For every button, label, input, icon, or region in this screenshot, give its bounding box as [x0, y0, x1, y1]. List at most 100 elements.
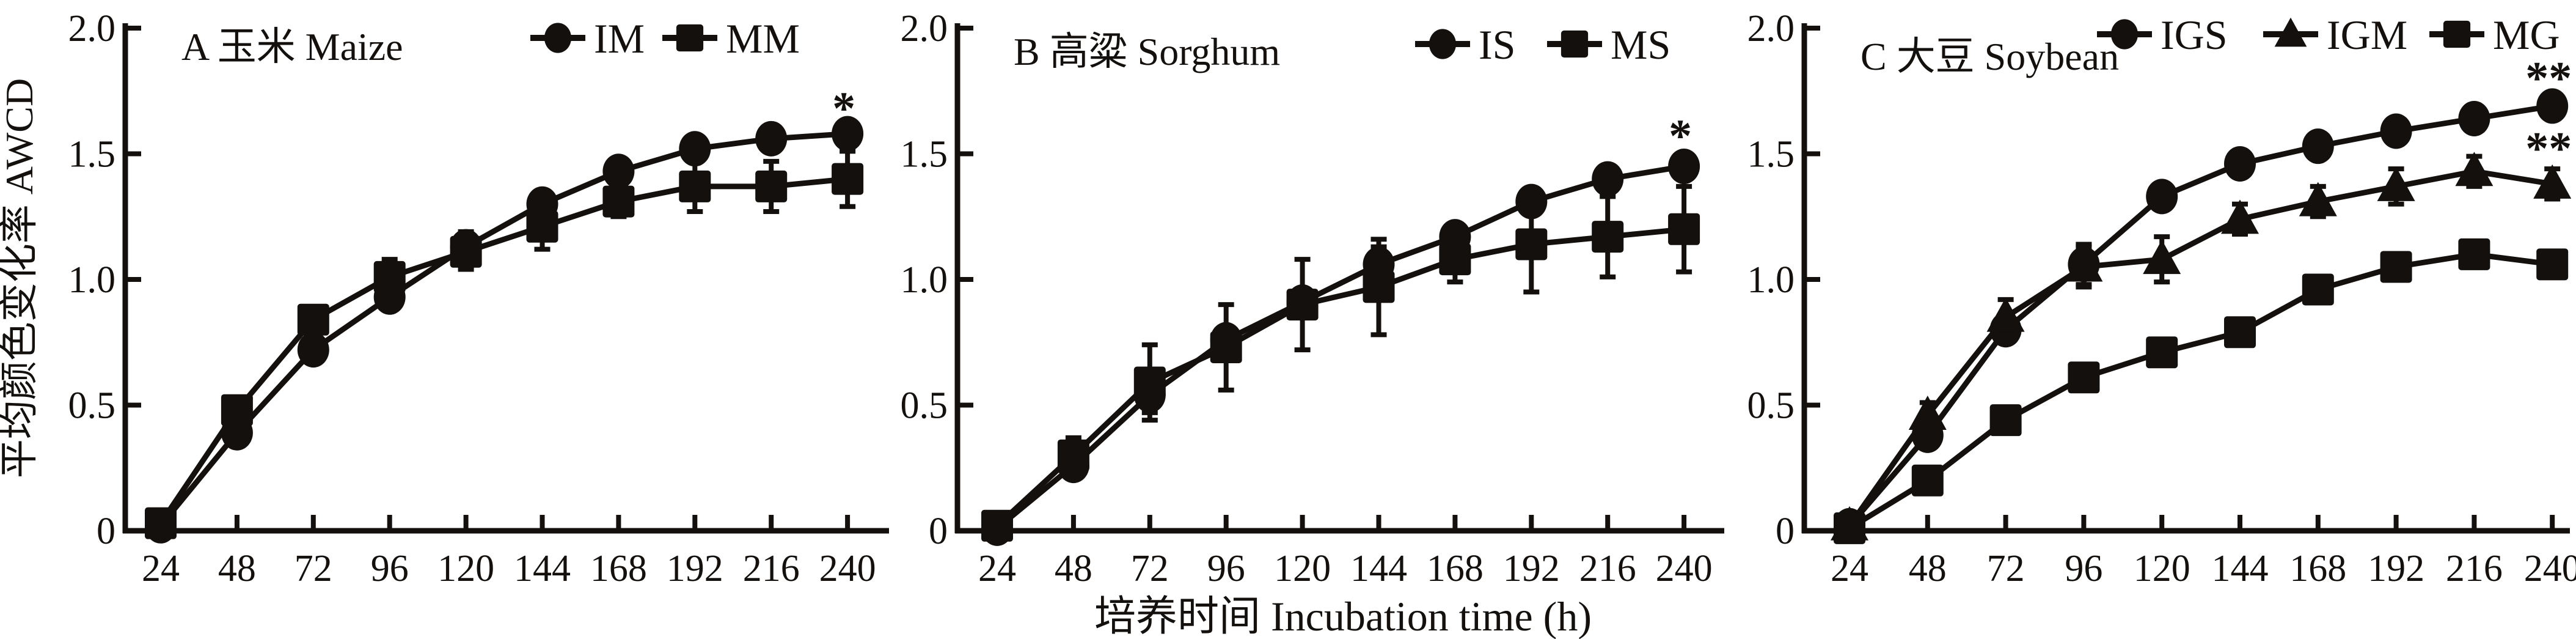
- series-MM-marker: [755, 170, 788, 202]
- x-tick-label: 192: [1503, 548, 1560, 589]
- panel-A: 0 0.5 1.0 1.5 2.0 24 48 72 96 120 144 168 192 216 240 A…: [68, 8, 889, 589]
- series-MG-marker: [2224, 316, 2256, 349]
- series-MS-marker: [1210, 331, 1242, 363]
- x-tick-label: 192: [667, 548, 723, 589]
- series-IS-marker: [1668, 149, 1700, 185]
- x-tick-label: 96: [1207, 548, 1245, 589]
- series-MM-marker: [679, 170, 711, 202]
- series-MG-marker: [1989, 404, 2022, 437]
- legend-label: IGM: [2327, 12, 2407, 58]
- x-tick-label: 120: [437, 548, 494, 589]
- panel-title: C 大豆 Soybean: [1861, 35, 2119, 78]
- legend: IGS IGM MG: [2097, 12, 2560, 58]
- series-MG-marker: [1834, 512, 1865, 544]
- series-IGM-marker: [2455, 152, 2494, 187]
- series-MS-marker: [1668, 213, 1700, 245]
- panel-B: 0 0.5 1.0 1.5 2.0 24 48 72 96 120 144 168 192 216 240 B…: [901, 8, 1724, 589]
- series-MG: [1834, 238, 2569, 544]
- x-tick-label: 120: [2134, 548, 2190, 589]
- series-MM-line: [158, 176, 848, 525]
- series-IGM-marker: [2143, 240, 2181, 275]
- y-tick-label: 1.5: [901, 134, 948, 175]
- series-IGS-marker: [2146, 179, 2178, 215]
- series-MS-line: [995, 226, 1685, 528]
- series-MM-marker: [832, 163, 864, 195]
- series-IM-marker: [679, 131, 711, 167]
- y-tick-label: 1.0: [1747, 259, 1795, 301]
- series-IGM-marker: [2221, 199, 2259, 234]
- legend-label: MM: [726, 15, 800, 62]
- x-tick-label: 216: [1579, 548, 1636, 589]
- y-tick-label: 0: [929, 511, 948, 552]
- series-MG-line: [1848, 251, 2553, 531]
- y-tick-label: 1.5: [68, 134, 116, 175]
- series-IM: *: [145, 83, 864, 544]
- y-tick-label: 0.5: [68, 385, 116, 427]
- legend-square-marker: [2443, 20, 2471, 48]
- panel-title: A 玉米 Maize: [181, 25, 403, 68]
- x-tick-label: 48: [1055, 548, 1092, 589]
- x-tick-label: 240: [819, 548, 876, 589]
- axes: [1801, 23, 2570, 534]
- series-IGM: **: [1831, 123, 2572, 541]
- y-ticks: 0 0.5 1.0 1.5 2.0: [901, 8, 973, 552]
- legend-circle-marker: [2110, 19, 2139, 50]
- legend-circle-marker: [544, 23, 572, 53]
- x-tick-label: 72: [1131, 548, 1169, 589]
- legend-square-marker: [1561, 30, 1589, 58]
- series-MM-marker: [297, 303, 329, 336]
- x-tick-label: 216: [2446, 548, 2503, 589]
- series-MM-marker: [526, 210, 558, 243]
- x-tick-label: 24: [142, 548, 180, 589]
- series-IM-marker: [297, 332, 329, 368]
- y-tick-label: 1.0: [901, 259, 948, 301]
- series-IGM-line: [1847, 168, 2553, 528]
- x-tick-label: 144: [1350, 548, 1407, 589]
- legend-circle-marker: [1429, 29, 1457, 59]
- sig-mark-IS: *: [1669, 111, 1692, 162]
- series-IGM-marker: [1986, 297, 2025, 332]
- series-IS-marker: [1592, 161, 1624, 197]
- series-MM-marker: [373, 260, 406, 293]
- y-tick-label: 1.0: [68, 259, 116, 301]
- series-MG-marker: [2302, 273, 2334, 306]
- x-tick-label: 96: [371, 548, 409, 589]
- sig-mark-IM: *: [832, 83, 855, 134]
- x-tick-label: 216: [743, 548, 800, 589]
- legend-label: IS: [1479, 21, 1515, 68]
- x-tick-label: 168: [1427, 548, 1484, 589]
- y-tick-label: 2.0: [1747, 8, 1795, 50]
- series-MS-marker: [1286, 289, 1319, 321]
- series-MS-marker: [1592, 221, 1624, 253]
- series-MS-marker: [1133, 366, 1166, 399]
- series-MM-marker: [450, 235, 482, 268]
- x-tick-label: 72: [295, 548, 332, 589]
- x-tick-label: 48: [218, 548, 256, 589]
- series-MM: [145, 149, 864, 539]
- legend: IS MS: [1415, 21, 1670, 68]
- legend-label: MG: [2493, 12, 2560, 58]
- sig-mark-IGM: **: [2525, 123, 2572, 174]
- legend-label: IGS: [2161, 12, 2228, 58]
- series-MS-marker: [1057, 439, 1089, 471]
- series-MM-marker: [602, 185, 635, 218]
- legend-square-marker: [676, 24, 704, 52]
- series-MG-marker: [2146, 336, 2178, 369]
- series-IGM-marker: [2299, 182, 2337, 216]
- series-MS-marker: [1439, 243, 1471, 276]
- panel-title: B 高粱 Sorghum: [1014, 30, 1280, 73]
- y-ticks: 0 0.5 1.0 1.5 2.0: [68, 8, 141, 552]
- error-bars: [1919, 153, 2561, 430]
- series-IGM-marker: [2533, 164, 2572, 199]
- y-tick-label: 2.0: [68, 8, 116, 50]
- panel-C: 0 0.5 1.0 1.5 2.0 24 48 72 96 120 144 168 192 216 240 C…: [1747, 8, 2576, 589]
- series-MG-marker: [2536, 248, 2569, 281]
- series-IGS-marker: [2536, 88, 2569, 124]
- x-tick-label: 240: [1656, 548, 1713, 589]
- x-tick-label: 24: [978, 548, 1016, 589]
- x-axis-title: 培养时间 Incubation time (h): [1094, 593, 1592, 639]
- series-IGS-marker: [2302, 128, 2334, 164]
- error-bars: [1919, 242, 2561, 489]
